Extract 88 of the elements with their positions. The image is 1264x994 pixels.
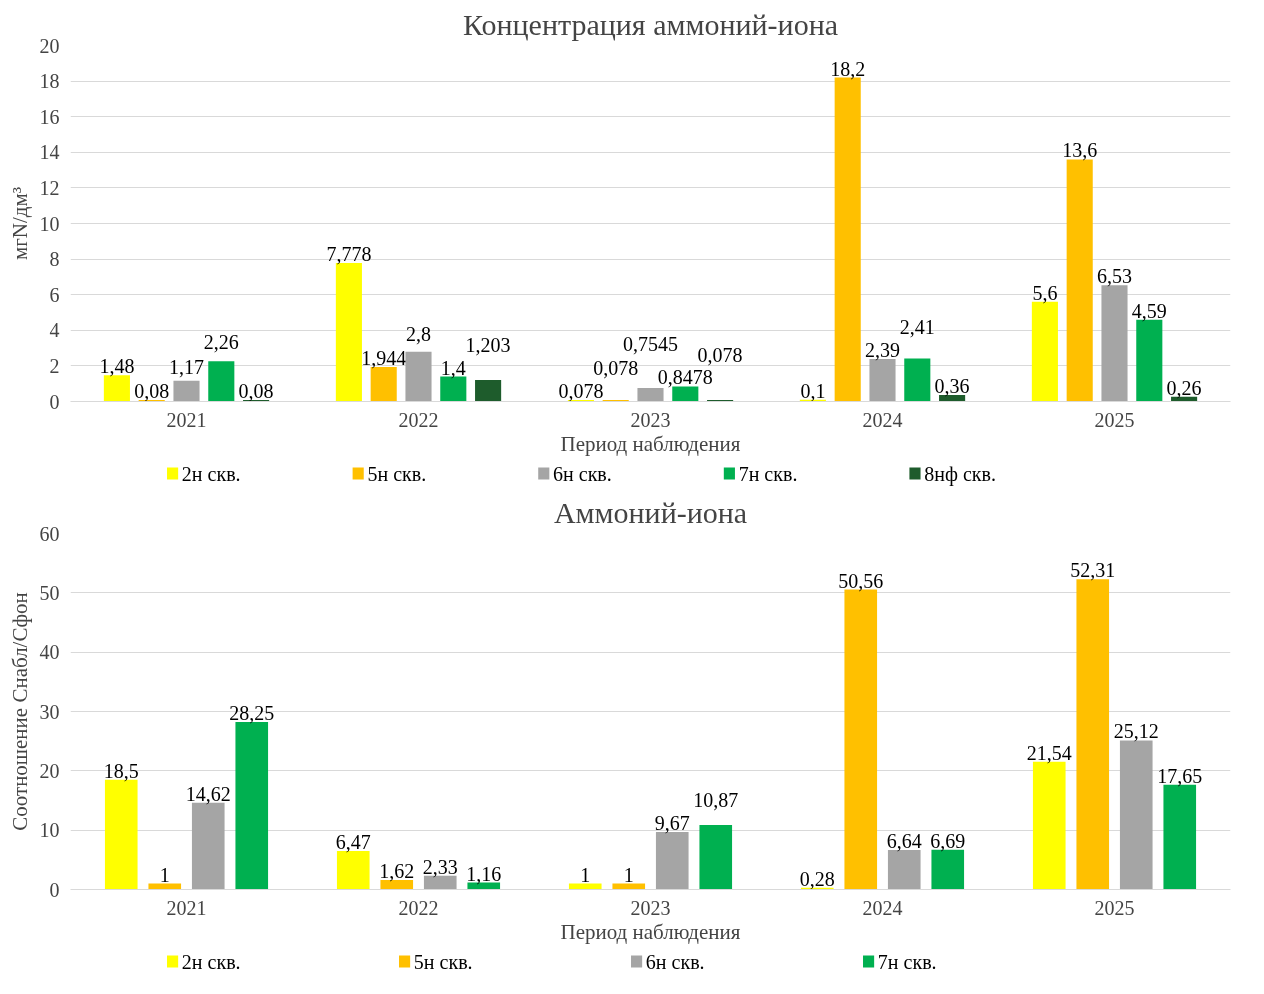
data-label: 2,26: [203, 331, 239, 354]
data-label: 2,8: [406, 322, 431, 345]
data-label: 18,5: [103, 759, 139, 782]
data-label: 1: [623, 863, 634, 886]
legend-label: 2н скв.: [181, 462, 241, 485]
legend-label: 7н скв.: [738, 462, 798, 485]
data-label: 0,36: [934, 375, 970, 398]
y-tick-label: 12: [39, 176, 60, 199]
x-tick-label: 2021: [166, 896, 207, 919]
data-label: 18,2: [830, 57, 866, 80]
data-label: 0,078: [593, 357, 639, 380]
data-label: 28,25: [229, 701, 275, 724]
y-tick-label: 50: [39, 581, 60, 604]
data-label: 2,39: [865, 338, 900, 361]
chart-title: Концентрация аммоний-иона: [462, 7, 839, 41]
y-tick-label: 40: [39, 641, 60, 664]
legend-label: 5н скв.: [413, 950, 473, 973]
data-label: 17,65: [1157, 764, 1203, 787]
x-tick-label: 2023: [630, 408, 671, 431]
data-label: 0,1: [800, 379, 826, 402]
legend-label: 7н скв.: [877, 950, 937, 973]
y-tick-label: 2: [49, 354, 60, 377]
data-label: 2,33: [422, 855, 458, 878]
x-axis-title: Период наблюдения: [560, 919, 741, 944]
data-label: 25,12: [1113, 720, 1159, 743]
data-label: 0,7545: [623, 333, 678, 356]
data-label: 5,6: [1032, 281, 1058, 304]
data-label: 9,67: [654, 812, 690, 835]
data-label: 52,31: [1070, 559, 1116, 582]
x-axis-title: Период наблюдения: [560, 431, 741, 456]
data-label: 6,47: [335, 831, 371, 854]
data-label: 1,48: [99, 355, 135, 378]
y-tick-label: 10: [39, 819, 60, 842]
y-tick-label: 20: [39, 759, 60, 782]
y-axis-title: мгN/дм³: [7, 186, 32, 261]
legend-label: 8нф скв.: [924, 462, 996, 486]
x-tick-label: 2022: [398, 408, 439, 431]
data-label: 1,944: [361, 346, 407, 369]
data-label: 1: [580, 863, 591, 886]
data-label: 0,8478: [657, 366, 713, 389]
data-label: 13,6: [1062, 139, 1098, 162]
data-label: 0,26: [1166, 376, 1202, 399]
x-tick-label: 2021: [166, 408, 207, 431]
x-tick-label: 2024: [862, 896, 903, 919]
y-tick-label: 0: [49, 390, 60, 413]
data-label: 1,203: [465, 333, 511, 356]
data-label: 1,4: [440, 356, 466, 379]
legend-label: 6н скв.: [553, 462, 612, 485]
x-tick-label: 2023: [630, 896, 671, 919]
data-label: 50,56: [838, 569, 884, 592]
data-label: 6,53: [1097, 265, 1132, 288]
data-label: 6,64: [886, 830, 922, 853]
data-label: 6,69: [930, 829, 966, 852]
y-tick-label: 6: [49, 283, 60, 306]
data-label: 4,59: [1131, 299, 1167, 322]
data-label: 0,078: [558, 380, 604, 403]
legend-label: 6н скв.: [645, 950, 705, 973]
legend-label: 2н скв.: [181, 950, 241, 973]
x-tick-label: 2025: [1094, 896, 1135, 919]
y-tick-label: 0: [49, 878, 60, 901]
data-label: 21,54: [1026, 741, 1072, 764]
x-tick-label: 2024: [862, 408, 903, 431]
data-label: 7,778: [326, 243, 372, 266]
y-tick-label: 10: [39, 212, 60, 235]
data-label: 0,078: [697, 344, 743, 367]
data-label: 1: [159, 863, 170, 886]
data-label: 0,08: [134, 380, 170, 403]
x-tick-label: 2022: [398, 896, 439, 919]
data-label: 14,62: [185, 782, 231, 805]
y-tick-label: 20: [39, 34, 60, 57]
data-label: 10,87: [693, 788, 739, 811]
y-tick-label: 14: [39, 141, 60, 164]
legend-label: 5н скв.: [367, 462, 427, 485]
data-label: 1,17: [169, 355, 204, 378]
y-tick-label: 16: [39, 105, 60, 128]
chart-title: Аммоний-иона: [553, 495, 748, 529]
x-tick-label: 2025: [1094, 408, 1135, 431]
data-label: 0,28: [799, 867, 835, 890]
y-tick-label: 8: [49, 248, 60, 271]
y-tick-label: 30: [39, 700, 60, 723]
data-label: 1,16: [466, 862, 502, 885]
y-tick-label: 60: [39, 522, 60, 545]
y-axis-title: Соотношение Cнабл/Cфон: [7, 592, 32, 831]
data-label: 1,62: [379, 859, 415, 882]
y-tick-label: 4: [49, 319, 60, 342]
data-label: 0,08: [238, 380, 274, 403]
data-label: 2,41: [899, 315, 935, 338]
y-tick-label: 18: [39, 70, 60, 93]
